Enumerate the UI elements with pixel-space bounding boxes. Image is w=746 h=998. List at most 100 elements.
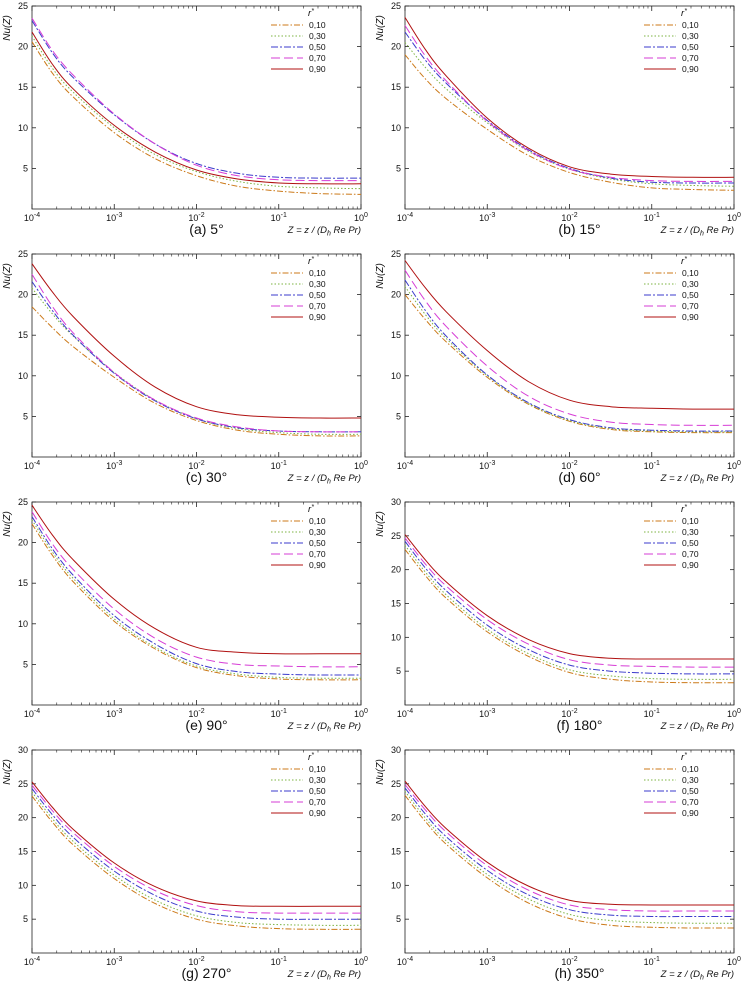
legend-label: 0,50	[682, 786, 699, 796]
legend-label: 0,30	[309, 31, 326, 41]
chart-panel: 5 10 15 20 25 10-4 10-3 10-2 10-1 100 Nu(Z) Z = z /…	[2, 1, 368, 238]
y-axis-label: Nu(Z)	[375, 15, 386, 41]
y-tick-label: 20	[391, 813, 401, 823]
chart-panel: 5 10 15 20 25 30 10-4 10-3 10-2 10-1 100 Nu(Z) Z = z…	[2, 745, 368, 982]
y-axis-label: Nu(Z)	[2, 15, 13, 41]
y-tick-label: 10	[391, 632, 401, 642]
series-line-0-90	[404, 260, 735, 410]
legend-label: 0,70	[309, 797, 326, 807]
series-line-0-10	[404, 294, 735, 434]
x-tick-label: 100	[354, 956, 368, 967]
y-tick-label: 25	[391, 249, 401, 259]
y-tick-label: 15	[18, 847, 28, 857]
y-axis-label: Nu(Z)	[2, 263, 13, 289]
y-tick-label: 25	[18, 779, 28, 789]
y-tick-label: 20	[391, 42, 401, 52]
series-line-0-70	[404, 784, 734, 912]
x-tick-label: 10-4	[397, 460, 413, 471]
x-axis-label: Z = z / (Dh Re Pr)	[287, 721, 361, 734]
legend-title: r*	[308, 504, 314, 515]
panel-caption: (h) 350°	[554, 965, 605, 981]
x-tick-label: 10-4	[397, 956, 413, 967]
legend-title: r*	[681, 256, 687, 267]
series-line-0-50	[31, 516, 362, 676]
legend-label: 0,10	[682, 516, 699, 526]
panel-caption: (g) 270°	[181, 965, 232, 981]
x-tick-label: 10-2	[561, 460, 577, 471]
x-axis-label: Z = z / (Dh Re Pr)	[287, 473, 361, 486]
x-tick-label: 100	[727, 460, 741, 471]
x-tick-label: 10-1	[644, 212, 660, 223]
y-tick-label: 20	[18, 290, 28, 300]
y-tick-label: 30	[18, 745, 28, 755]
series-line-0-30	[404, 42, 735, 187]
series-line-0-70	[404, 25, 735, 182]
legend-label: 0,50	[682, 42, 699, 52]
series-line-0-90	[31, 31, 362, 185]
series-line-0-50	[404, 540, 735, 675]
x-tick-label: 10-4	[24, 956, 40, 967]
legend-label: 0,70	[682, 549, 699, 559]
legend-label: 0,50	[309, 290, 326, 300]
series-line-0-90	[404, 780, 734, 906]
legend-label: 0,50	[309, 538, 326, 548]
y-tick-label: 20	[18, 538, 28, 548]
x-tick-label: 10-2	[188, 956, 204, 967]
legend-label: 0,90	[682, 560, 699, 570]
y-tick-label: 15	[391, 82, 401, 92]
y-tick-label: 5	[23, 659, 28, 669]
y-tick-label: 15	[18, 82, 28, 92]
x-axis-label: Z = z / (Dh Re Pr)	[287, 225, 361, 238]
y-tick-label: 25	[391, 531, 401, 541]
legend-label: 0,70	[682, 53, 699, 63]
series-line-0-90	[404, 17, 735, 178]
panel-caption: (c) 30°	[185, 469, 228, 485]
legend-label: 0,70	[309, 301, 326, 311]
x-tick-label: 10-1	[644, 956, 660, 967]
legend-label: 0,10	[682, 764, 699, 774]
y-tick-label: 10	[18, 619, 28, 629]
y-tick-label: 5	[23, 914, 28, 924]
series-line-0-70	[31, 511, 362, 668]
x-tick-label: 10-3	[106, 708, 122, 719]
legend-label: 0,70	[309, 549, 326, 559]
x-tick-label: 10-3	[479, 956, 495, 967]
y-tick-label: 20	[18, 813, 28, 823]
y-tick-label: 5	[23, 411, 28, 421]
legend-label: 0,10	[309, 764, 326, 774]
series-line-0-70	[31, 784, 361, 914]
x-tick-label: 10-3	[479, 708, 495, 719]
x-tick-label: 10-4	[24, 708, 40, 719]
x-axis-label: Z = z / (Dh Re Pr)	[287, 969, 361, 982]
panel-caption: (f) 180°	[556, 717, 603, 733]
x-axis-label: Z = z / (Dh Re Pr)	[660, 225, 734, 238]
x-tick-label: 10-1	[644, 708, 660, 719]
x-axis-label: Z = z / (Dh Re Pr)	[660, 721, 734, 734]
x-tick-label: 10-2	[188, 460, 204, 471]
x-tick-label: 10-4	[24, 460, 40, 471]
y-tick-label: 10	[391, 371, 401, 381]
legend-label: 0,10	[682, 268, 699, 278]
series-line-0-50	[404, 31, 735, 184]
legend-label: 0,70	[309, 53, 326, 63]
y-tick-label: 30	[391, 497, 401, 507]
panel-caption: (e) 90°	[185, 717, 228, 733]
legend-label: 0,50	[682, 538, 699, 548]
legend-label: 0,30	[682, 31, 699, 41]
legend-label: 0,10	[309, 20, 326, 30]
y-tick-label: 10	[391, 880, 401, 890]
series-line-0-10	[31, 795, 362, 930]
y-tick-label: 25	[391, 1, 401, 11]
x-tick-label: 100	[354, 708, 368, 719]
y-tick-label: 10	[18, 123, 28, 133]
y-axis-label: Nu(Z)	[2, 759, 13, 785]
series-line-0-70	[404, 537, 735, 668]
legend-label: 0,70	[682, 301, 699, 311]
y-tick-label: 15	[391, 330, 401, 340]
y-tick-label: 25	[18, 249, 28, 259]
panel-caption: (d) 60°	[558, 469, 601, 485]
panel-caption: (a) 5°	[189, 221, 224, 237]
y-tick-label: 10	[391, 123, 401, 133]
x-tick-label: 10-1	[271, 956, 287, 967]
